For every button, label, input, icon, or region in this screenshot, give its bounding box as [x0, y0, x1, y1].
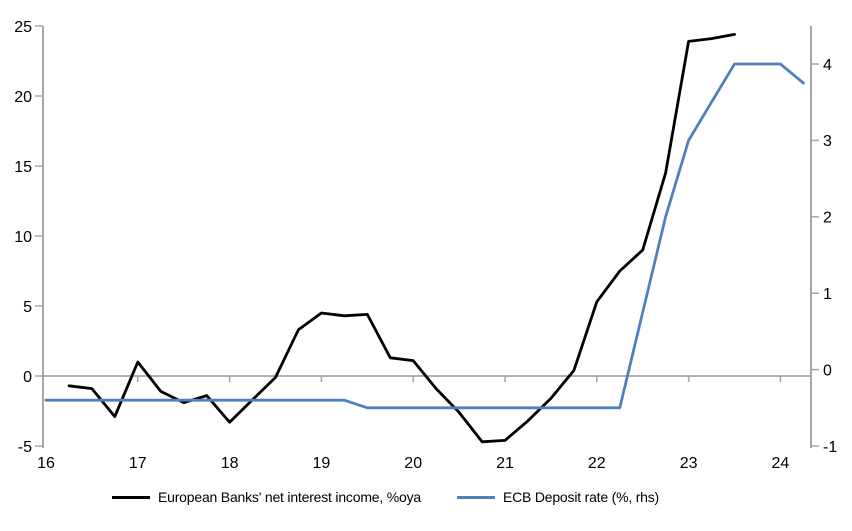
right-axis-tick-label: 4 [823, 57, 832, 74]
left-axis-tick-label: 20 [14, 89, 32, 106]
left-axis-tick-label: 25 [14, 19, 32, 36]
x-axis-tick-label: 21 [496, 455, 514, 472]
right-axis-tick-label: 2 [823, 210, 832, 227]
left-axis-tick-label: 5 [23, 299, 32, 316]
right-axis-tick-label: 0 [823, 362, 832, 379]
left-axis-tick-label: -5 [18, 439, 32, 456]
right-axis-tick-label: 1 [823, 286, 832, 303]
right-axis-tick-label: -1 [823, 439, 837, 456]
legend-label-ecb-deposit-rate: ECB Deposit rate (%, rhs) [502, 489, 660, 505]
left-axis-tick-label: 0 [23, 369, 32, 386]
x-axis-tick-label: 16 [37, 455, 55, 472]
blue-line-sample-icon [456, 495, 495, 499]
x-axis-tick-label: 20 [404, 455, 422, 472]
x-axis-tick-label: 23 [680, 455, 698, 472]
x-axis-tick-label: 17 [129, 455, 147, 472]
black-line-sample-icon [112, 495, 150, 499]
x-axis-tick-label: 19 [313, 455, 331, 472]
left-axis-tick-label: 15 [14, 159, 32, 176]
left-axis-tick-label: 10 [14, 229, 32, 246]
right-axis-tick-label: 3 [823, 133, 832, 150]
legend-item-ecb-deposit-rate: ECB Deposit rate (%, rhs) [456, 489, 660, 505]
net-interest-income-line [67, 33, 736, 444]
x-axis-tick-label: 24 [772, 455, 790, 472]
x-axis-tick-label: 22 [588, 455, 606, 472]
x-axis-tick-label: 18 [221, 455, 239, 472]
chart-legend: European Banks' net interest income, %oy… [112, 489, 659, 505]
ecb-deposit-rate-line [44, 62, 805, 410]
legend-label-net-interest-income: European Banks' net interest income, %oy… [158, 489, 421, 505]
legend-item-net-interest-income: European Banks' net interest income, %oy… [112, 489, 421, 505]
